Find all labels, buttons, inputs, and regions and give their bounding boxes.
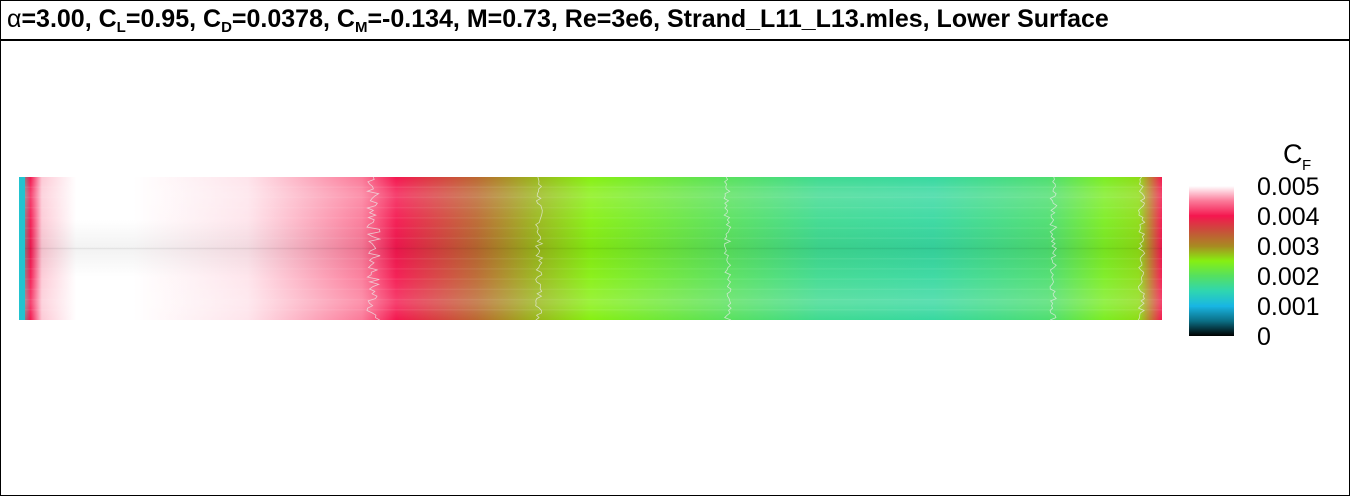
legend-tick-label: 0.003	[1257, 233, 1320, 261]
chart-title: α=3.00, CL=0.95, CD=0.0378, CM=-0.134, M…	[7, 5, 1109, 36]
legend-title: C	[1283, 139, 1303, 169]
leading-edge-band	[19, 177, 25, 320]
title-rest: M=0.73, Re=3e6, Strand_L11_L13.mles, Low…	[466, 5, 1109, 33]
contour-line	[366, 176, 382, 321]
legend-title-sub: F	[1302, 157, 1311, 174]
legend-tick-label: 0.002	[1257, 263, 1320, 291]
cd-value: =0.0378,	[231, 5, 337, 33]
cm-value: =-0.134,	[367, 5, 467, 33]
cm-sub: M	[354, 19, 368, 36]
legend-tick-label: 0.004	[1257, 203, 1320, 231]
alpha-symbol: α	[7, 5, 22, 33]
alpha-value: =3.00,	[21, 5, 99, 33]
cl-label: C	[98, 5, 117, 33]
title-bar: α=3.00, CL=0.95, CD=0.0378, CM=-0.134, M…	[1, 1, 1349, 41]
legend-tick-label: 0.005	[1257, 173, 1320, 201]
legend-tick-label: 0	[1257, 323, 1271, 351]
contour-line	[1137, 176, 1146, 321]
legend-colorbar	[1189, 186, 1234, 336]
cl-value: =0.95,	[125, 5, 203, 33]
cl-sub: L	[116, 19, 126, 36]
contour-line	[723, 176, 732, 321]
legend-tick-label: 0.001	[1257, 293, 1320, 321]
cd-label: C	[203, 5, 222, 33]
contour-line	[1049, 176, 1058, 321]
cd-sub: D	[221, 19, 232, 36]
span-streaks	[19, 177, 1162, 320]
contour-line	[534, 176, 544, 321]
cm-label: C	[336, 5, 355, 33]
surface-contour	[19, 176, 1162, 321]
